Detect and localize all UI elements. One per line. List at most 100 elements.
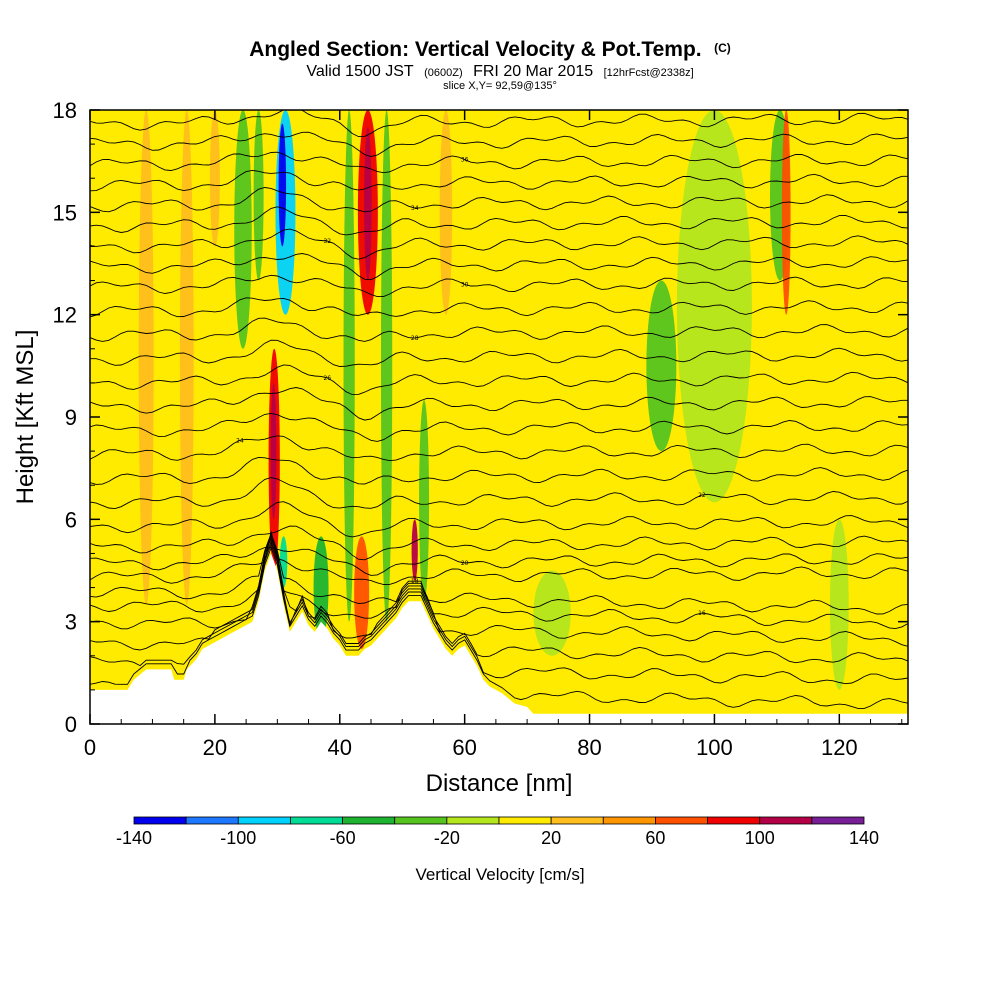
slice-label: slice X,Y= 92,59@135° (443, 80, 557, 92)
x-tick-label: 20 (203, 735, 227, 760)
velocity-band (253, 110, 264, 281)
theta-contour-line (90, 151, 908, 174)
x-tick-label: 40 (328, 735, 352, 760)
theta-contour-line (90, 253, 908, 281)
theta-contour-label: 34 (411, 205, 419, 212)
colorbar-tick-label: -140 (116, 828, 152, 848)
y-tick-label: 0 (65, 712, 77, 737)
colorbar-tick-label: 140 (849, 828, 879, 848)
colorbar-tick-label: -60 (330, 828, 356, 848)
colorbar-title: Vertical Velocity [cm/s] (415, 865, 584, 884)
theta-contour-line (90, 456, 908, 485)
theta-contour-line (90, 297, 908, 318)
velocity-band (439, 110, 453, 315)
chart-title: Angled Section: Vertical Velocity & Pot.… (249, 38, 701, 61)
colorbar-swatch (394, 816, 448, 825)
theta-contour-line (90, 547, 908, 576)
colorbar-swatch (185, 816, 239, 825)
theta-contour-label: 20 (461, 560, 469, 567)
theta-contour-label: 16 (698, 610, 706, 617)
subtitle-utc-time: (0600Z) (424, 67, 463, 79)
x-axis-title: Distance [nm] (426, 770, 573, 797)
colorbar-swatch (446, 816, 500, 825)
theta-contour-layer: 16 18 20 22 24 26 28 30 32 34 36 (90, 110, 908, 709)
theta-contour-line (90, 534, 908, 630)
velocity-band (138, 110, 154, 605)
theta-contour-line (90, 435, 908, 462)
velocity-band (270, 382, 277, 520)
theta-contour-label: 36 (461, 157, 469, 164)
theta-contour-label: 22 (698, 492, 706, 499)
colorbar-swatch (655, 816, 708, 825)
theta-contour-line (90, 546, 908, 709)
colorbar-tick-label: 60 (645, 828, 665, 848)
velocity-band (354, 536, 370, 649)
theta-contour-line (90, 412, 908, 442)
theta-contour-line (90, 206, 908, 236)
theta-contour-line (90, 364, 908, 396)
theta-contour-line (90, 169, 908, 192)
y-tick-label: 3 (65, 610, 77, 635)
theta-contour-label: 18 (411, 578, 419, 585)
colorbar-swatch (237, 816, 291, 825)
colorbar-swatch (759, 816, 813, 825)
theta-contour-label: 28 (411, 335, 419, 342)
velocity-band (411, 519, 418, 581)
theta-contour-line (90, 339, 908, 367)
theta-contour-line (90, 501, 908, 538)
velocity-band (278, 123, 287, 247)
theta-contour-line (90, 131, 908, 157)
colorbar-swatch (342, 816, 396, 825)
theta-contour-line (90, 110, 908, 138)
colorbar-tick-label: -20 (434, 828, 460, 848)
subtitle-valid-time: Valid 1500 JST (306, 63, 414, 80)
velocity-band (676, 110, 752, 503)
y-tick-label: 12 (53, 303, 77, 328)
theta-contour-line (90, 525, 908, 561)
colorbar: -140 -100 -60 -20 20 60 100 140 (116, 816, 879, 848)
velocity-band (829, 519, 849, 690)
theta-contour-label: 24 (236, 437, 244, 444)
velocity-band (419, 399, 430, 602)
colorbar-swatch (498, 816, 552, 825)
theta-contour-line (90, 477, 908, 510)
chart-title-line: Angled Section: Vertical Velocity & Pot.… (249, 38, 731, 61)
terrain-profile (90, 553, 908, 724)
x-tick-label: 100 (696, 735, 733, 760)
y-tick-label: 15 (53, 200, 77, 225)
theta-contour-line (90, 187, 908, 213)
theta-contour-line (90, 531, 908, 585)
theta-contour-label: 26 (323, 375, 331, 382)
colorbar-swatch (290, 816, 343, 825)
velocity-band (646, 280, 677, 452)
theta-contour-line (90, 387, 908, 421)
chart-title-unit: (C) (714, 41, 731, 55)
theta-contour-line (90, 274, 908, 298)
colorbar-swatch (550, 816, 604, 825)
colorbar-swatch (811, 816, 865, 825)
theta-contour-label: 30 (461, 281, 469, 288)
velocity-band (279, 536, 288, 588)
velocity-band (781, 110, 791, 315)
theta-contour-line (90, 542, 908, 685)
subtitle-forecast: [12hrFcst@2338z] (604, 67, 694, 79)
y-axis-title: Height [Kft MSL] (12, 330, 39, 505)
colorbar-swatch (133, 816, 187, 825)
velocity-band (209, 110, 220, 247)
theta-contour-line (90, 532, 908, 615)
theta-contour-line (90, 539, 908, 664)
x-tick-label: 120 (821, 735, 858, 760)
colorbar-tick-label: 20 (541, 828, 561, 848)
y-tick-label: 9 (65, 405, 77, 430)
colorbar-swatch (707, 816, 761, 825)
y-tick-label: 6 (65, 507, 77, 532)
velocity-band (533, 570, 571, 656)
colorbar-tick-label: -100 (220, 828, 256, 848)
theta-contour-line (90, 536, 908, 647)
theta-contour-label: 32 (323, 238, 331, 245)
velocity-band (364, 127, 372, 281)
theta-contour-line (90, 228, 908, 260)
colorbar-tick-label: 100 (745, 828, 775, 848)
